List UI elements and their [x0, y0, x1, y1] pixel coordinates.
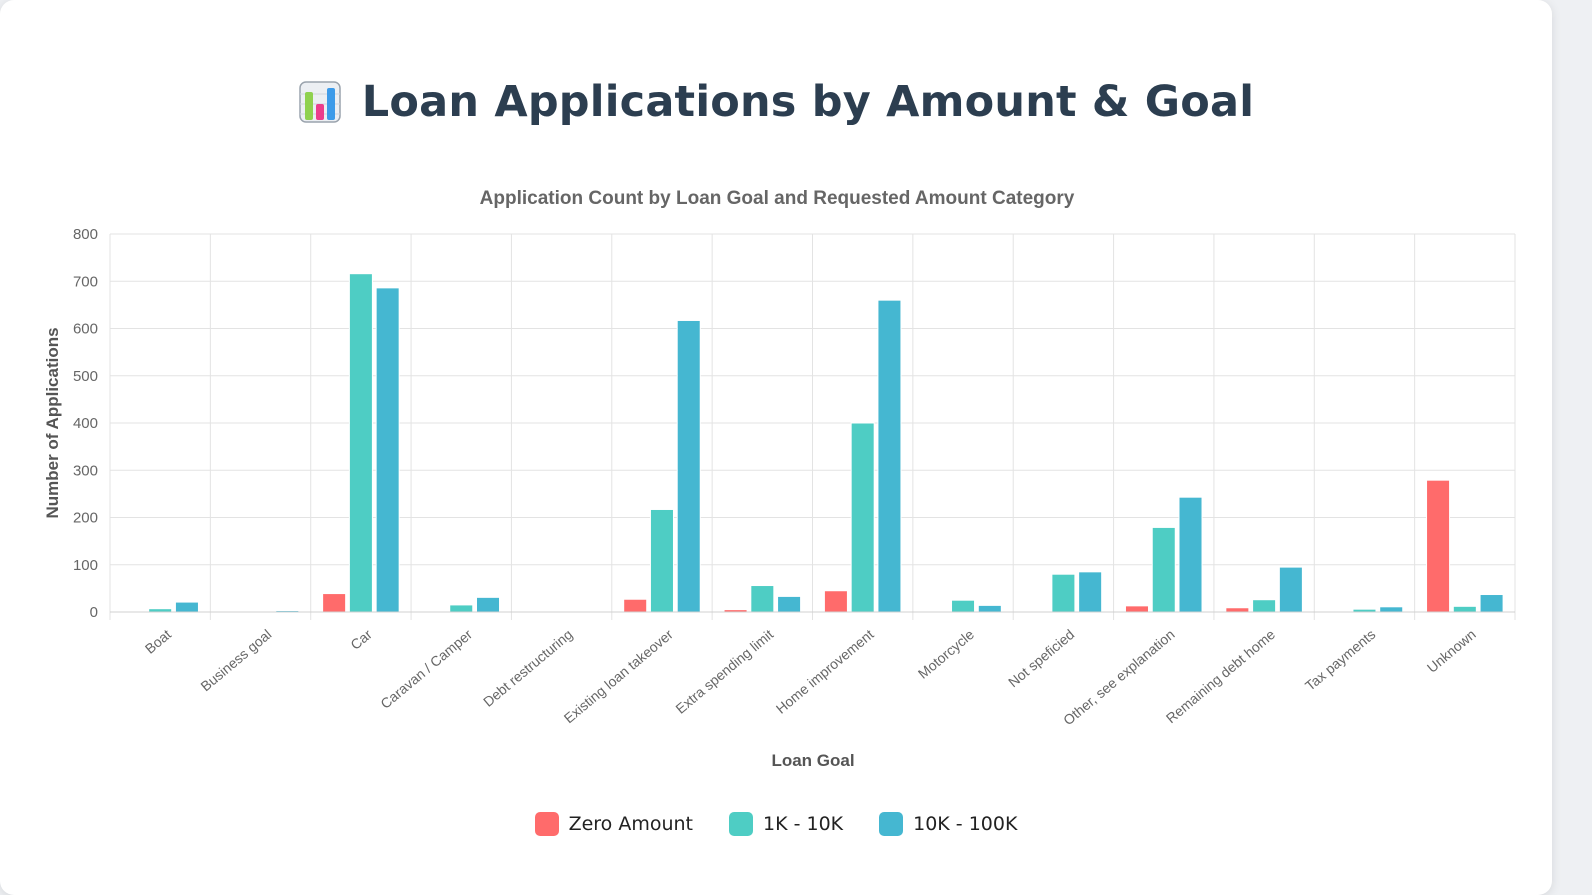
bar: [1178, 496, 1203, 613]
chart-legend: Zero Amount 1K - 10K 10K - 100K: [0, 812, 1552, 836]
x-tick-label: Business goal: [197, 626, 274, 694]
x-tick-label: Tax payments: [1302, 626, 1378, 694]
x-tick-label: Motorcycle: [915, 626, 977, 682]
bar: [877, 299, 902, 613]
x-tick-label: Unknown: [1424, 626, 1479, 676]
legend-swatch: [729, 812, 753, 836]
legend-label: 10K - 100K: [913, 813, 1018, 835]
y-tick-label: 700: [73, 273, 98, 290]
bar: [174, 601, 199, 613]
bar: [649, 508, 674, 613]
bar: [823, 590, 848, 613]
y-tick-label: 300: [73, 462, 98, 479]
bar: [449, 604, 474, 613]
x-tick-label: Caravan / Camper: [377, 626, 475, 712]
bar: [1379, 606, 1404, 613]
bar: [623, 598, 648, 613]
bar: [777, 595, 802, 613]
bar: [348, 273, 373, 613]
x-tick-label: Home improvement: [773, 626, 877, 717]
y-tick-label: 200: [73, 510, 98, 527]
bar: [676, 319, 701, 613]
bar: [1452, 605, 1477, 613]
y-tick-label: 400: [73, 415, 98, 432]
bar: [1479, 594, 1504, 613]
bar: [850, 422, 875, 613]
bar: [951, 599, 976, 613]
bar: [476, 596, 501, 613]
chart-card: Loan Applications by Amount & Goal Appli…: [0, 0, 1552, 895]
y-axis-title: Number of Applications: [43, 327, 62, 518]
legend-item[interactable]: 1K - 10K: [729, 812, 843, 836]
grouped-bar-chart: Application Count by Loan Goal and Reque…: [43, 188, 1516, 770]
legend-item[interactable]: 10K - 100K: [879, 812, 1017, 836]
x-tick-label: Car: [347, 626, 375, 653]
bar: [1252, 599, 1277, 613]
bar-chart-icon: [299, 81, 341, 123]
x-tick-label: Extra spending limit: [672, 626, 776, 717]
x-tick-label: Boat: [142, 626, 174, 657]
bar: [977, 604, 1002, 613]
y-tick-label: 500: [73, 368, 98, 385]
y-tick-label: 0: [90, 604, 98, 621]
page-title: Loan Applications by Amount & Goal: [361, 77, 1255, 127]
bar: [375, 287, 400, 613]
bar: [1225, 607, 1250, 613]
legend-swatch: [534, 812, 559, 836]
legend-swatch: [879, 812, 904, 836]
bar: [1051, 573, 1076, 613]
x-axis-title: Loan Goal: [771, 751, 854, 770]
bar: [1124, 605, 1149, 613]
chart-title: Application Count by Loan Goal and Reque…: [480, 188, 1075, 209]
legend-label: Zero Amount: [568, 813, 693, 835]
bar: [750, 585, 775, 613]
bar: [1151, 526, 1176, 613]
bar: [322, 593, 347, 613]
x-tick-label: Debt restructuring: [480, 626, 576, 710]
x-tick-label: Existing loan takeover: [561, 626, 676, 727]
legend-label: 1K - 10K: [763, 813, 844, 835]
bar: [1278, 566, 1303, 613]
bar: [1426, 479, 1451, 613]
legend-item[interactable]: Zero Amount: [534, 812, 693, 836]
x-tick-label: Not speficied: [1005, 626, 1077, 690]
x-tick-label: Remaining debt home: [1163, 626, 1278, 726]
page-header: Loan Applications by Amount & Goal: [0, 70, 1552, 134]
x-tick-label: Other, see explanation: [1060, 626, 1178, 728]
y-tick-label: 600: [73, 321, 98, 338]
y-tick-label: 100: [73, 557, 98, 574]
y-tick-label: 800: [73, 226, 98, 243]
bar: [1078, 571, 1103, 613]
